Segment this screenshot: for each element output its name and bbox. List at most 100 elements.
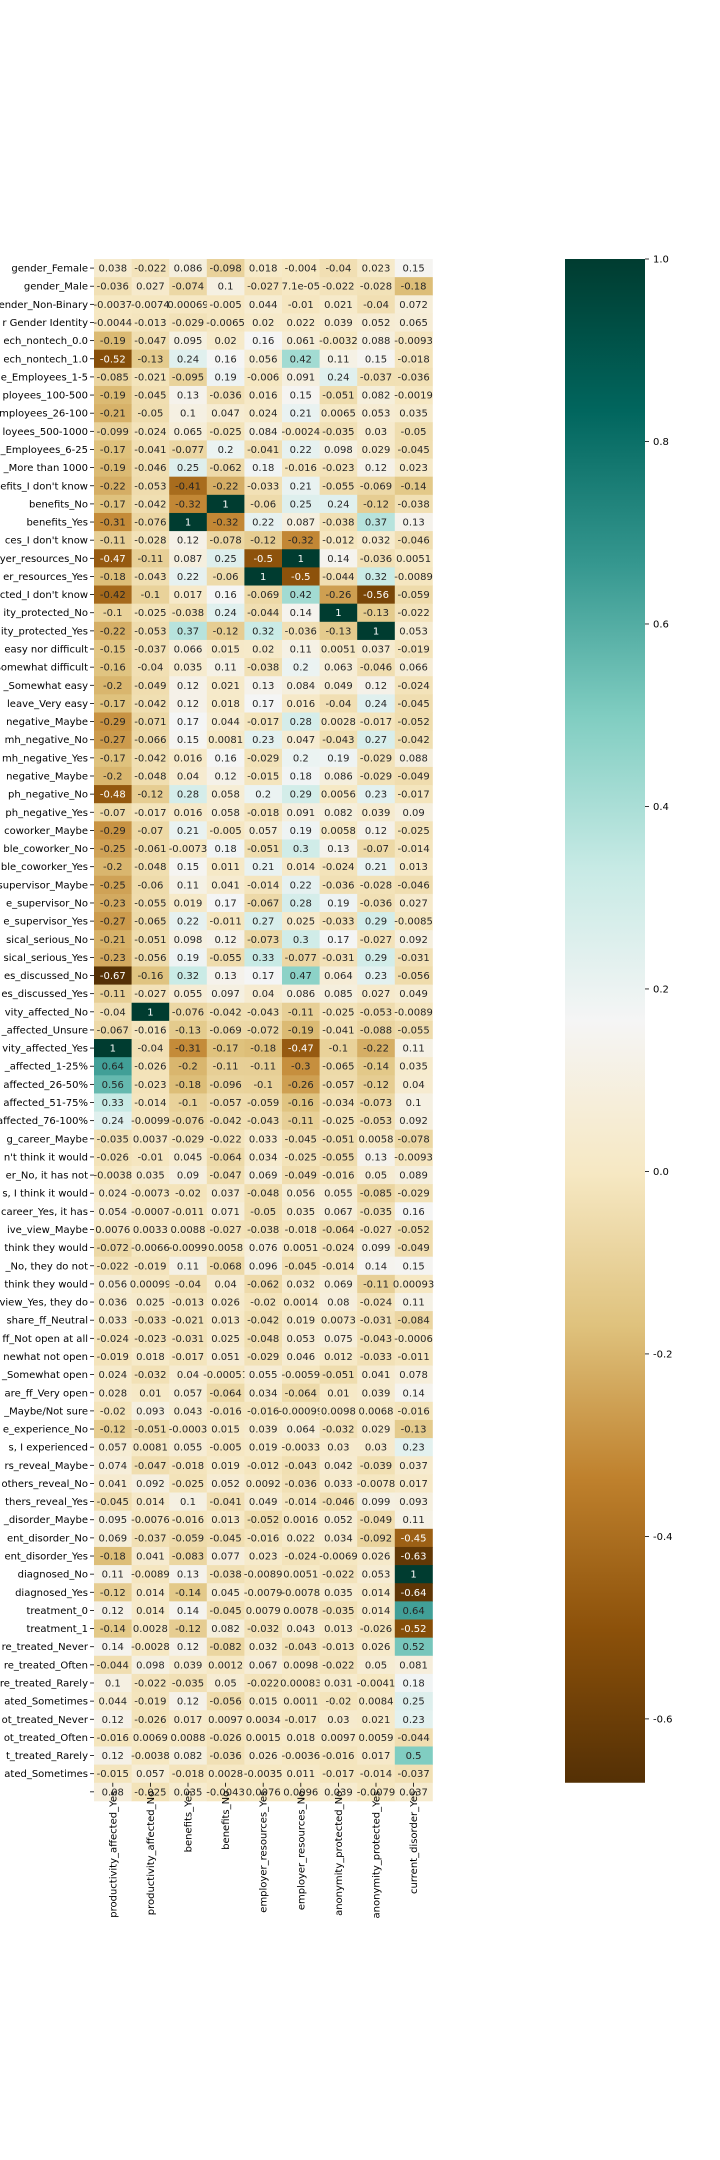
cell-value-label: -0.049 — [397, 1243, 429, 1254]
heatmap-cell — [357, 621, 396, 641]
heatmap-cell — [94, 1637, 132, 1657]
heatmap-cell — [206, 1637, 245, 1657]
heatmap-cell — [131, 1546, 170, 1566]
y-tick-label: e_Employees_1-5 — [1, 372, 88, 383]
cell-value-label: 0.13 — [402, 518, 424, 529]
cell-value-label: -0.033 — [134, 1316, 166, 1327]
heatmap-cell — [94, 930, 132, 949]
heatmap-cell — [131, 839, 170, 859]
y-tick-label: Somewhat difficult — [0, 663, 88, 674]
heatmap-cell — [319, 1202, 358, 1221]
cell-value-label: 0.019 — [249, 1443, 278, 1454]
heatmap-cell — [206, 766, 245, 786]
y-tick-label: rs_reveal_Maybe — [4, 1461, 88, 1472]
cell-value-label: -0.024 — [97, 1334, 129, 1345]
cell-value-label: -0.049 — [134, 681, 166, 692]
heatmap-cell — [394, 603, 433, 623]
cell-value-label: 0.019 — [211, 1461, 240, 1472]
cell-value-label: -0.033 — [247, 481, 279, 492]
cell-value-label: 0.069 — [324, 1279, 353, 1290]
cell-value-label: 0.2 — [218, 445, 234, 456]
cell-value-label: 0.11 — [327, 354, 349, 365]
heatmap-cell — [244, 1256, 283, 1276]
y-tick-label: newhat not open — [3, 1352, 88, 1363]
heatmap-cell — [206, 585, 245, 605]
heatmap-cell — [131, 712, 170, 732]
cell-value-label: 0.0051 — [283, 1243, 318, 1254]
cell-value-label: -0.056 — [209, 1697, 241, 1708]
cell-value-label: -0.017 — [247, 717, 279, 728]
cell-value-label: -0.014 — [397, 844, 429, 855]
heatmap-cell — [282, 1093, 320, 1112]
heatmap-cell — [94, 585, 132, 605]
colorbar-tick-label: 0.0 — [653, 1167, 669, 1178]
cell-value-label: 0.0076 — [95, 1225, 130, 1236]
cell-value-label: -0.017 — [360, 717, 392, 728]
cell-value-label: 0.09 — [177, 1171, 199, 1182]
heatmap-cell — [94, 1093, 132, 1112]
heatmap-cell — [131, 1111, 170, 1131]
y-tick-label: _More than 1000 — [3, 463, 88, 474]
heatmap-cell — [282, 1184, 320, 1203]
heatmap-cell — [357, 1274, 396, 1294]
cell-value-label: -0.0089 — [131, 1570, 170, 1581]
cell-value-label: 0.074 — [98, 1461, 127, 1472]
heatmap-cell — [131, 1093, 170, 1112]
heatmap-cell — [94, 476, 132, 496]
cell-value-label: -0.072 — [97, 1243, 129, 1254]
cell-value-label: 0.032 — [362, 536, 391, 547]
heatmap-cell — [94, 1111, 132, 1131]
cell-value-label: -0.0024 — [281, 427, 320, 438]
heatmap-cell — [94, 1510, 132, 1530]
cell-value-label: -0.055 — [134, 898, 166, 909]
heatmap-cell — [357, 1673, 396, 1693]
cell-value-label: -0.028 — [134, 536, 166, 547]
cell-value-label: -0.17 — [100, 699, 126, 710]
cell-value-label: -0.026 — [360, 1624, 392, 1635]
cell-value-label: -0.32 — [213, 518, 239, 529]
heatmap-cell — [131, 1329, 170, 1348]
cell-value-label: 0.014 — [362, 1606, 391, 1617]
cell-value-label: 0.041 — [136, 1552, 165, 1563]
cell-value-label: -0.022 — [247, 1678, 279, 1689]
heatmap-cell — [131, 567, 170, 586]
heatmap-cell — [319, 1710, 358, 1729]
y-tick-label: gender_Non-Binary — [0, 300, 88, 311]
cell-value-label: 0.0097 — [208, 1715, 243, 1726]
cell-value-label: 0.044 — [211, 717, 240, 728]
heatmap-cell — [206, 1546, 245, 1566]
cell-value-label: 0.099 — [362, 1497, 391, 1508]
heatmap-cell — [244, 658, 283, 677]
cell-value-label: 0.025 — [211, 1334, 240, 1345]
heatmap-cell — [394, 367, 433, 387]
cell-value-label: -0.18 — [175, 1080, 201, 1091]
cell-value-label: -0.016 — [322, 1171, 354, 1182]
cell-value-label: 0.16 — [252, 336, 274, 347]
heatmap-cell — [244, 785, 283, 804]
cell-value-label: -0.00099 — [278, 1406, 323, 1417]
heatmap-cell — [357, 694, 396, 713]
cell-value-label: -0.14 — [175, 1588, 201, 1599]
cell-value-label: 0.065 — [174, 427, 203, 438]
heatmap-cell — [94, 277, 132, 296]
heatmap-cell — [319, 1492, 358, 1512]
cell-value-label: 0.023 — [249, 1552, 278, 1563]
cell-value-label: -0.0093 — [394, 336, 433, 347]
cell-value-label: 0.052 — [324, 1515, 353, 1526]
heatmap-cell — [131, 948, 170, 967]
cell-value-label: 0.033 — [324, 1479, 353, 1490]
cell-value-label: -0.062 — [247, 1279, 279, 1290]
heatmap-cell — [282, 1438, 320, 1457]
cell-value-label: 0.27 — [365, 735, 387, 746]
heatmap-cell — [206, 1184, 245, 1203]
cell-value-label: 0.09 — [402, 808, 424, 819]
y-tick-label: mh_negative_No — [5, 735, 88, 746]
cell-value-label: -0.041 — [134, 445, 166, 456]
heatmap-cell — [394, 875, 433, 895]
cell-value-label: 0.19 — [290, 826, 312, 837]
heatmap-cell — [206, 1075, 245, 1094]
heatmap-cell — [244, 1202, 283, 1221]
heatmap-cell — [394, 1002, 433, 1022]
cell-value-label: 0.29 — [365, 953, 387, 964]
cell-value-label: 0.044 — [249, 300, 278, 311]
